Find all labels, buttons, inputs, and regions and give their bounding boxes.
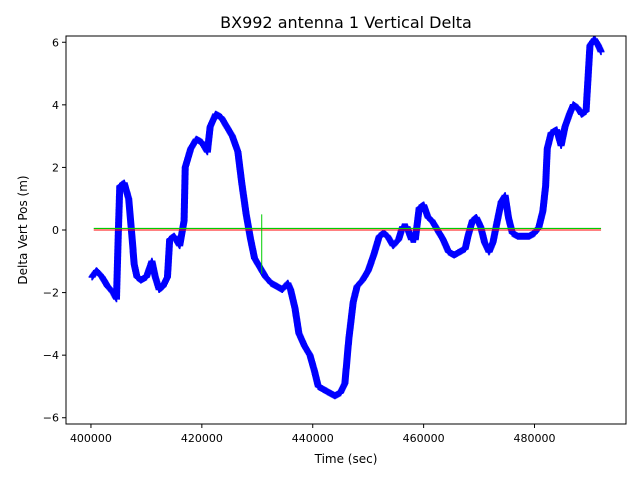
- y-tick-label: 6: [52, 36, 59, 49]
- y-tick-label: 0: [52, 224, 59, 237]
- y-tick-label: 2: [52, 161, 59, 174]
- y-axis-label: Delta Vert Pos (m): [16, 175, 30, 284]
- y-tick-label: −4: [43, 349, 59, 362]
- reference-lines-layer: [93, 214, 602, 274]
- x-tick-label: 400000: [70, 432, 112, 445]
- y-tick-label: −6: [43, 412, 59, 425]
- y-tick-label: 4: [52, 99, 59, 112]
- x-tick-label: 440000: [292, 432, 334, 445]
- x-axis-label: Time (sec): [314, 452, 378, 466]
- x-tick-label: 460000: [403, 432, 445, 445]
- chart-title: BX992 antenna 1 Vertical Delta: [220, 13, 472, 32]
- y-axis: −6 −4 −2 0 2 4 6: [43, 36, 66, 425]
- series-markers: [88, 35, 605, 400]
- x-tick-label: 480000: [514, 432, 556, 445]
- x-axis: 400000 420000 440000 460000 480000: [70, 424, 556, 445]
- x-tick-label: 420000: [181, 432, 223, 445]
- series-layer: [88, 35, 605, 400]
- y-tick-label: −2: [43, 287, 59, 300]
